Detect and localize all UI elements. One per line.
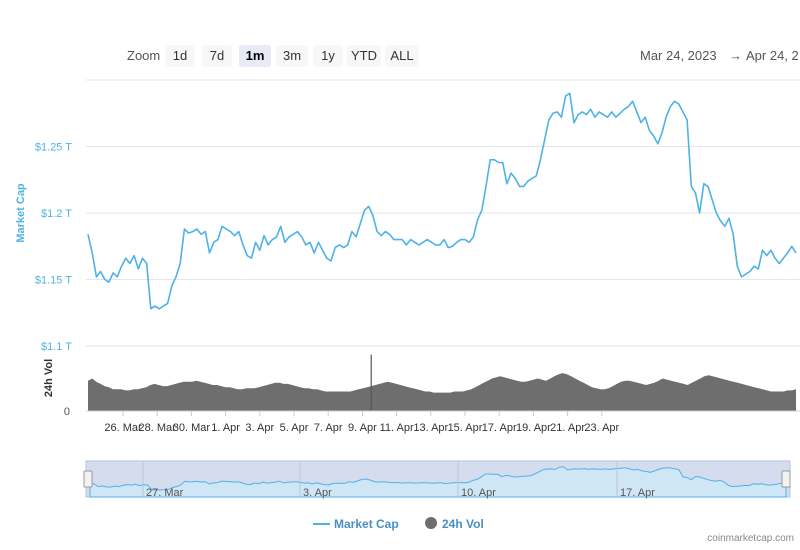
x-tick-label: 26. Mar	[104, 422, 142, 434]
navigator-left-handle[interactable]	[83, 470, 93, 488]
x-tick-label: 3. Apr	[245, 422, 274, 434]
zoom-1d-button[interactable]: 1d	[165, 45, 195, 67]
x-tick-label: 15. Apr	[448, 422, 483, 434]
zoom-all-button[interactable]: ALL	[385, 45, 419, 67]
x-tick-label: 11. Apr	[380, 422, 414, 434]
y-tick-label: $1.2 T	[41, 208, 72, 220]
volume-axis-title: 24h Vol	[43, 359, 55, 397]
zoom-7d-button[interactable]: 7d	[202, 45, 232, 67]
market-cap-line	[87, 92, 797, 310]
y-tick-label: $1.25 T	[35, 142, 72, 154]
x-tick-label: 21. Apr	[550, 422, 585, 434]
range-arrow: →	[729, 48, 742, 63]
navigator-tick-label: 27. Mar	[146, 487, 184, 499]
navigator-tick-label: 3. Apr	[303, 487, 332, 499]
navigator-tick-label: 10. Apr	[461, 487, 496, 499]
credit-link[interactable]: coinmarketcap.com	[707, 533, 794, 544]
x-tick-label: 7. Apr	[314, 422, 343, 434]
volume-area	[88, 373, 796, 411]
zoom-label: Zoom	[127, 48, 161, 63]
zoom-ytd-button[interactable]: YTD	[347, 45, 381, 67]
legend-market-cap-label: Market Cap	[334, 517, 399, 531]
x-tick-label: 19. Apr	[516, 422, 551, 434]
x-tick-label: 1. Apr	[211, 422, 240, 434]
y-tick-label: $1.15 T	[35, 275, 72, 287]
x-tick-label: 30. Mar	[173, 422, 211, 434]
x-tick-label: 13. Apr	[413, 422, 448, 434]
navigator-series	[89, 466, 787, 498]
navigator-right-handle[interactable]	[781, 470, 791, 488]
range-to-input[interactable]: Apr 24, 2	[746, 48, 799, 63]
x-tick-label: 28. Mar	[139, 422, 177, 434]
range-from-input[interactable]: Mar 24, 2023	[640, 48, 717, 63]
x-tick-label: 5. Apr	[280, 422, 309, 434]
x-tick-label: 9. Apr	[348, 422, 377, 434]
y-tick-label: $1.1 T	[41, 341, 72, 353]
zoom-1m-button[interactable]: 1m	[239, 45, 271, 67]
x-tick-label: 23. Apr	[584, 422, 619, 434]
legend-volume-swatch[interactable]	[425, 517, 437, 529]
zoom-3m-button[interactable]: 3m	[276, 45, 308, 67]
y-axis-title: Market Cap	[15, 183, 27, 243]
navigator-tick-label: 17. Apr	[620, 487, 655, 499]
legend-volume-label: 24h Vol	[442, 517, 484, 531]
zoom-1y-button[interactable]: 1y	[313, 45, 343, 67]
x-tick-label: 17. Apr	[482, 422, 517, 434]
volume-zero-label: 0	[64, 406, 70, 418]
